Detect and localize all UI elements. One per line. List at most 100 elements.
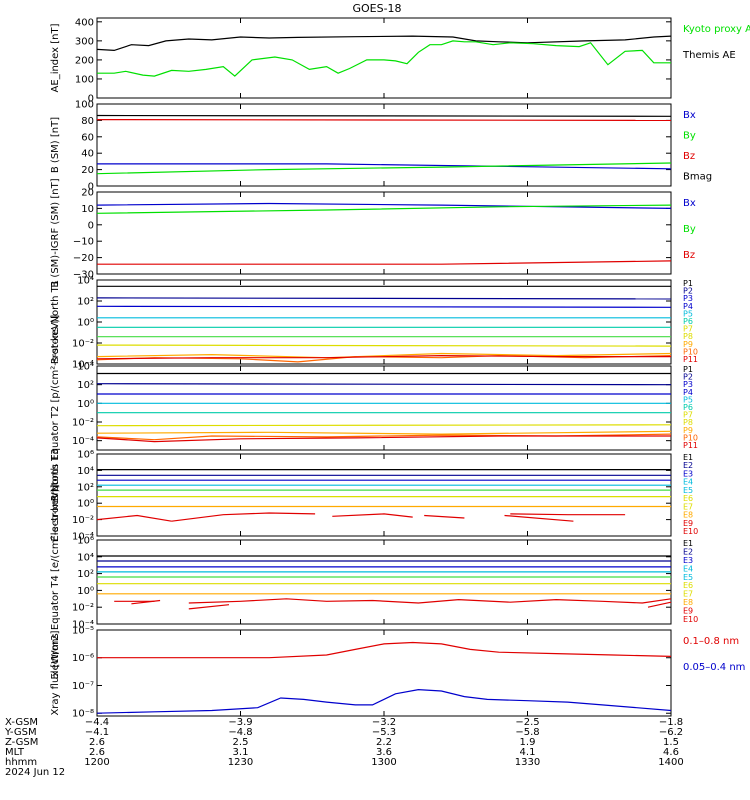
ephemeris-value: 2.6	[89, 737, 105, 748]
legend-entry: P4	[683, 302, 693, 311]
legend-entry: E4	[683, 478, 693, 487]
y-tick-label: 100	[75, 74, 94, 85]
series-line-E9e	[647, 601, 672, 608]
legend-entry: P3	[683, 294, 693, 303]
y-tick-label: 10⁰	[77, 499, 94, 510]
ephemeris-value: −5.8	[515, 727, 539, 738]
y-tick-label: 10⁻²	[72, 515, 94, 526]
legend-entry: Themis AE	[682, 50, 736, 61]
legend-entry: By	[683, 224, 696, 235]
y-axis-label: Electrons Equator T4 [e/(cm²-s-sr-keV)]	[50, 484, 61, 679]
ephemeris-value: −1.8	[659, 717, 683, 728]
y-tick-label: −30	[73, 270, 94, 281]
series-line-E9e	[510, 513, 626, 516]
ephemeris-value: 2.2	[376, 737, 392, 748]
series-line-Kyoto proxy AE	[97, 40, 671, 77]
legend-entry: P2	[683, 287, 693, 296]
legend-entry: P5	[683, 395, 693, 404]
panel-frame	[96, 17, 672, 99]
panel-8: 10⁻⁵ 10⁻⁶ 10⁻⁷ 10⁻⁸ Xray flux [W/m2] 0.1–0.8 …	[50, 626, 745, 720]
legend-entry: Bz	[683, 151, 695, 162]
series-line-E9a	[96, 514, 172, 522]
date-label: 2024 Jun 12	[5, 767, 65, 778]
ephemeris-value: 3.1	[233, 747, 249, 758]
ephemeris-value: −5.3	[372, 727, 396, 738]
legend-entry: E10	[683, 615, 698, 624]
ephemeris-value: 4.1	[520, 747, 536, 758]
legend-entry: P3	[683, 380, 693, 389]
series-line-P9	[96, 352, 672, 359]
legend-entry: Bmag	[683, 172, 712, 183]
y-tick-label: 10⁴	[77, 466, 94, 477]
series-line-E9c	[131, 599, 161, 605]
y-tick-label: 10	[81, 204, 94, 215]
y-tick-label: 20	[81, 188, 94, 199]
y-tick-label: 40	[81, 149, 94, 160]
legend-entry: P4	[683, 388, 693, 397]
ephemeris-value: 1230	[228, 757, 253, 768]
legend-entry: P11	[683, 355, 698, 364]
series-line-Themis AE	[96, 35, 672, 52]
series-line-0.1–0.8 nm	[97, 641, 672, 659]
panel-2: 0 20 40 60 80 100 B (SM) [nT] Bx By Bz Bmag	[50, 100, 712, 193]
ephemeris-value: 3.6	[376, 747, 392, 758]
legend-entry: P10	[683, 433, 698, 442]
series-line-0.05–0.4 nm	[96, 688, 672, 714]
y-tick-label: −20	[73, 253, 94, 264]
y-tick-label: 10²	[77, 482, 94, 493]
series-line-By	[96, 162, 672, 175]
y-tick-label: 10⁻²	[72, 603, 94, 614]
ephemeris-value: −3.2	[372, 717, 396, 728]
legend-entry: P7	[683, 325, 693, 334]
series-line-P7	[96, 424, 672, 427]
ephemeris-value: −4.1	[85, 727, 109, 738]
legend-entry: E3	[683, 469, 693, 478]
y-tick-label: 100	[75, 100, 94, 111]
plot-title: GOES-18	[352, 2, 401, 15]
legend-entry: E5	[683, 573, 693, 582]
legend-entry: E3	[683, 556, 693, 565]
y-tick-label: 200	[75, 55, 94, 66]
legend-entry: P5	[683, 309, 693, 318]
legend-entry: E7	[683, 590, 693, 599]
y-axis-label: Protons Equator T2 [p/(cm²-s-sr-keV)]	[50, 315, 61, 502]
y-tick-label: 60	[81, 132, 94, 143]
y-tick-label: 10⁻⁴	[72, 620, 94, 631]
y-tick-label: 0	[88, 94, 94, 105]
y-tick-label: 0	[88, 220, 94, 231]
ephemeris-value: −4.4	[85, 717, 109, 728]
legend-entry: P1	[683, 365, 693, 374]
legend-entry: P9	[683, 340, 693, 349]
ephemeris-value: 1200	[84, 757, 109, 768]
y-axis-label: B (SM) [nT]	[50, 117, 61, 173]
series-line-P11	[96, 435, 671, 443]
series-line-E9d	[188, 604, 230, 610]
y-tick-label: 10⁻²	[72, 418, 94, 429]
series-line-P10	[96, 433, 672, 441]
legend-entry: E9	[683, 607, 693, 616]
y-tick-label: 0	[88, 182, 94, 193]
ephemeris-value: 2.5	[233, 737, 249, 748]
y-tick-label: 10⁻⁴	[72, 532, 94, 543]
ephemeris-value: 2.6	[89, 747, 105, 758]
y-tick-label: 80	[81, 116, 94, 127]
y-tick-label: 20	[81, 165, 94, 176]
y-axis-label: Xray flux [W/m2]	[50, 630, 61, 715]
panel-7: 10⁶ 10⁴ 10² 10⁰ 10⁻² 10⁻⁴ Electrons Equator T4…	[50, 484, 698, 679]
series-line-P9	[96, 430, 672, 435]
legend-entry: P6	[683, 317, 693, 326]
y-tick-label: 10⁻⁴	[72, 360, 94, 371]
y-tick-label: 10⁴	[77, 276, 94, 287]
y-tick-label: 10⁶	[77, 536, 94, 547]
series-line-E9d	[424, 514, 465, 519]
legend-entry: P11	[683, 441, 698, 450]
legend-entry: E9	[683, 519, 693, 528]
y-tick-label: 10⁶	[77, 450, 94, 461]
legend-entry: By	[683, 131, 696, 142]
series-line-E9b	[188, 598, 672, 604]
y-tick-label: 10²	[77, 380, 94, 391]
ephemeris-value: 1400	[658, 757, 683, 768]
